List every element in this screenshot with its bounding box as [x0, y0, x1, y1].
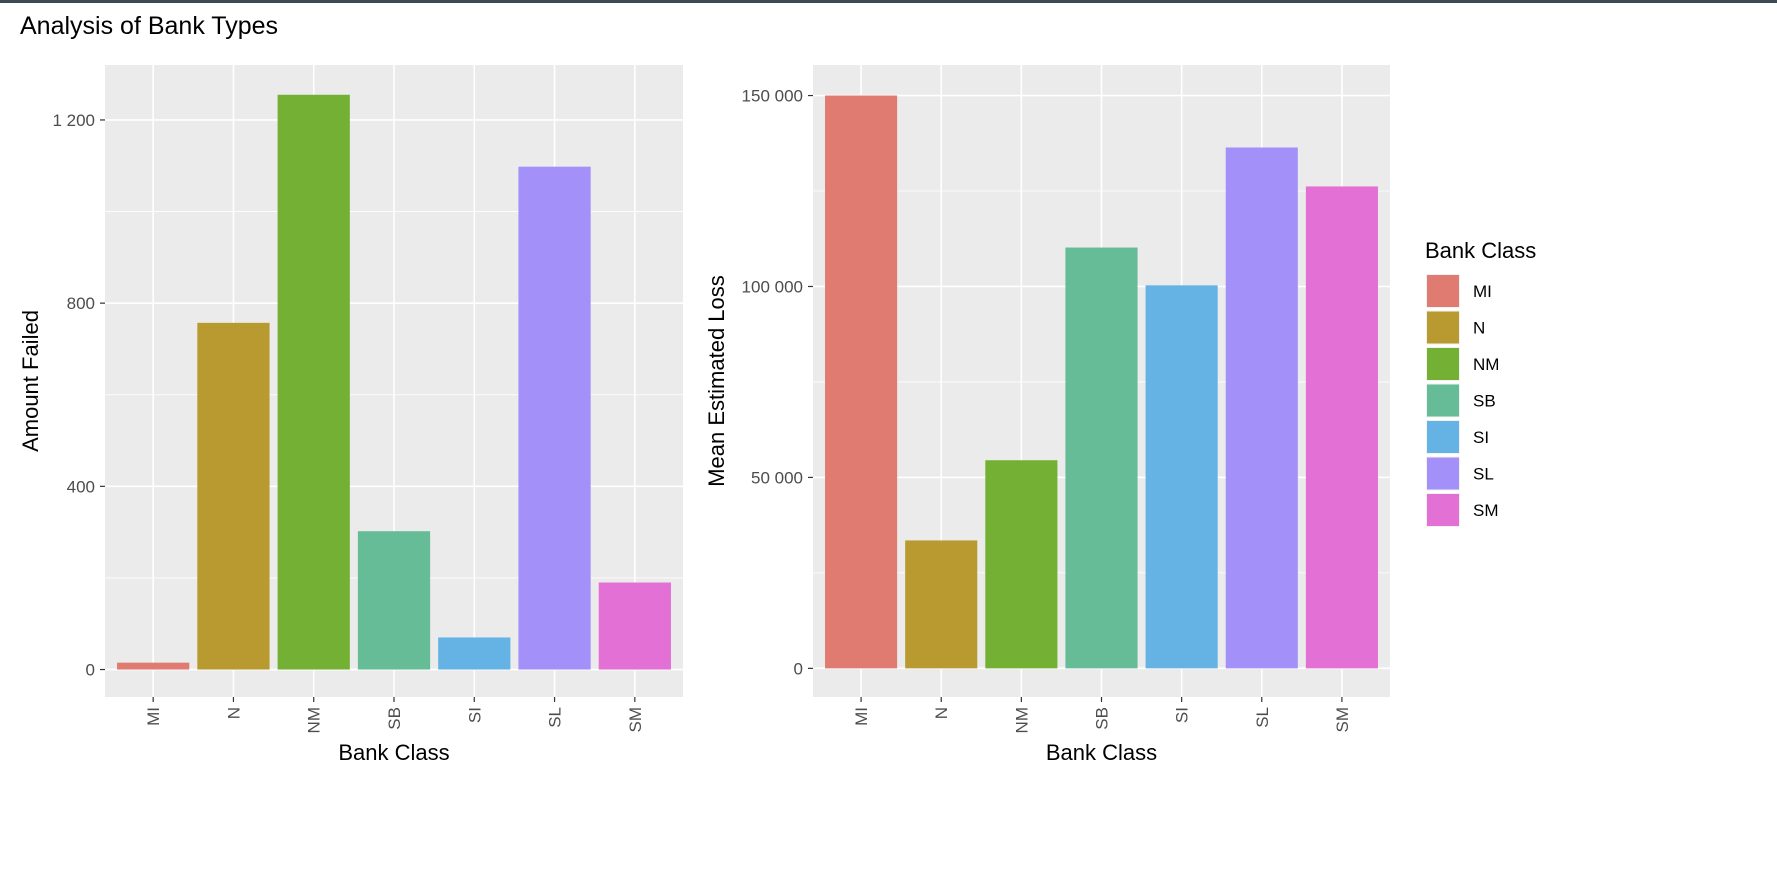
legend-swatch-N	[1427, 311, 1459, 344]
x-tick-label-NM: NM	[1012, 707, 1031, 733]
legend-label-SL: SL	[1473, 465, 1494, 484]
y-tick-label: 1 200	[52, 111, 95, 130]
x-tick-label-SL: SL	[1253, 707, 1272, 728]
legend-swatch-NM	[1427, 348, 1459, 380]
bar-SM	[1305, 186, 1378, 669]
bar-N	[905, 540, 978, 669]
x-tick-label-MI: MI	[852, 707, 871, 726]
x-tick-label-SM: SM	[626, 707, 645, 733]
bar-MI	[825, 95, 898, 669]
bar-SB	[1065, 247, 1138, 669]
bar-MI	[117, 662, 190, 670]
x-tick-label-MI: MI	[144, 707, 163, 726]
bar-SM	[598, 582, 671, 670]
legend-swatch-SI	[1427, 421, 1459, 453]
y-axis-title: Mean Estimated Loss	[704, 275, 729, 487]
x-axis-title: Bank Class	[338, 740, 449, 765]
bar-N	[197, 322, 270, 670]
legend-swatch-MI	[1427, 275, 1459, 307]
y-tick-label: 0	[794, 659, 803, 678]
y-tick-label: 150 000	[742, 87, 803, 106]
legend-label-SI: SI	[1473, 428, 1489, 447]
y-axis-title: Amount Failed	[18, 310, 43, 452]
x-tick-label-N: N	[224, 707, 243, 719]
x-tick-label-SL: SL	[546, 707, 565, 728]
bar-SB	[357, 531, 431, 670]
bar-SL	[518, 166, 591, 670]
x-tick-label-NM: NM	[305, 707, 324, 733]
y-tick-label: 0	[86, 661, 95, 680]
x-tick-label-SI: SI	[1173, 707, 1192, 723]
bar-SI	[1145, 285, 1218, 669]
x-axis-title: Bank Class	[1046, 740, 1157, 765]
figure-title: Analysis of Bank Types	[20, 12, 279, 40]
y-tick-label: 100 000	[742, 277, 803, 296]
x-tick-label-SB: SB	[1093, 707, 1112, 730]
x-tick-label-SB: SB	[385, 707, 404, 730]
bar-NM	[277, 94, 350, 670]
legend-label-SB: SB	[1473, 392, 1496, 411]
x-tick-label-N: N	[932, 707, 951, 719]
bar-SL	[1225, 147, 1298, 669]
x-tick-label-SI: SI	[465, 707, 484, 723]
x-tick-label-SM: SM	[1333, 707, 1352, 733]
y-tick-label: 400	[67, 477, 95, 496]
legend-swatch-SL	[1427, 457, 1459, 490]
legend-swatch-SM	[1427, 494, 1459, 526]
legend-title: Bank Class	[1425, 238, 1536, 263]
legend-label-N: N	[1473, 319, 1485, 338]
legend: Bank Class MI N NM SB SI SL SM	[1425, 238, 1536, 527]
legend-label-SM: SM	[1473, 501, 1499, 520]
bar-SI	[438, 637, 511, 670]
chart-panel-1: 0 400 800 1 200 MI N NM SB SI SL SM Bank Class Amoun…	[18, 65, 683, 765]
y-tick-label: 800	[67, 294, 95, 313]
window-top-border	[0, 0, 1777, 3]
bar-NM	[985, 460, 1058, 669]
y-tick-label: 50 000	[751, 468, 803, 487]
legend-label-MI: MI	[1473, 282, 1492, 301]
legend-label-NM: NM	[1473, 355, 1499, 374]
chart-panel-2: 0 50 000 100 000 150 000 MI N NM SB SI SL SM Bank C…	[704, 65, 1390, 765]
legend-swatch-SB	[1427, 384, 1459, 417]
